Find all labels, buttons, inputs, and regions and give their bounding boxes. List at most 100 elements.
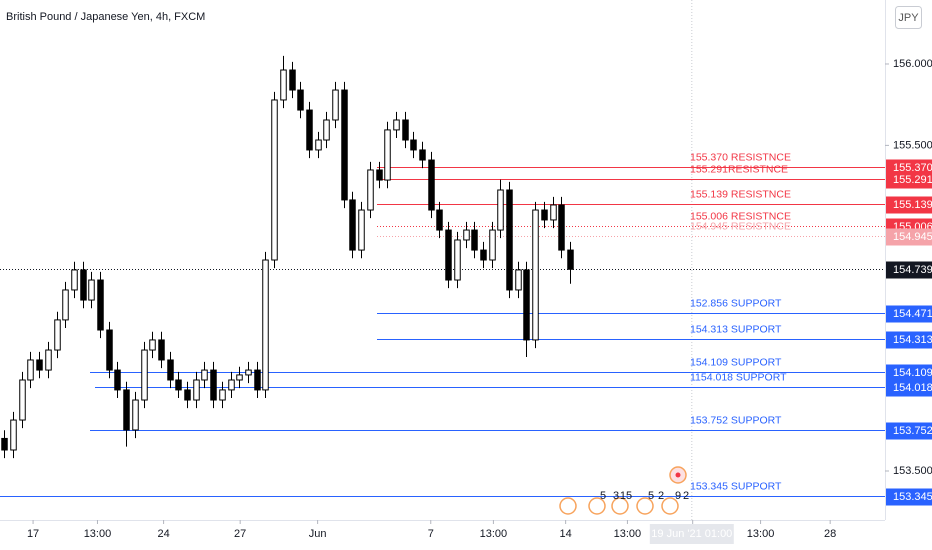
x-tick-label: 14 [560,528,572,540]
candle-body [523,269,530,341]
candle-body [106,329,113,371]
level-text: 153.345 SUPPORT [690,480,782,492]
last-price-label: 154.739 [893,264,932,276]
level-text: 1154.018 SUPPORT [690,371,787,383]
candle-body [132,399,139,431]
event-label: 5 [600,490,606,502]
candle-body [201,369,208,381]
event-label: 2 [683,490,689,502]
level-price-box [886,488,932,506]
candle-body [515,269,522,291]
candle-body [80,269,87,301]
level-price-box [886,422,932,440]
candle-body [471,229,478,251]
candle-body [567,249,574,270]
candle-body [193,379,200,401]
candle-body [497,189,504,231]
candle-body [167,359,174,381]
candle-body [228,379,235,391]
level-text: 153.752 SUPPORT [690,414,782,426]
level-price-box [886,305,932,323]
level-price-label: 155.370 [893,162,932,174]
crosshair-label: 19 Jun '21 01:00 [651,528,732,540]
level-text: 154.313 SUPPORT [690,323,782,335]
candle-body [280,69,287,101]
level-text: 155.370 RESISTNCE [690,151,791,163]
candle-body [323,119,330,141]
x-tick-label: 13:00 [84,528,112,540]
candle-body [123,389,130,431]
candle-body [306,109,313,151]
candle-body [141,349,148,401]
candle-body [463,229,470,241]
candle-body [341,89,348,201]
candle-body [88,279,95,301]
candle-body [410,139,417,151]
y-tick-label: 153.500 [893,465,932,477]
candle-body [36,359,43,371]
x-tick-label: 28 [824,528,836,540]
level-price-box [886,379,932,397]
event-label: 5 [648,490,654,502]
candle-body [297,89,304,111]
candle-body [541,209,548,221]
level-price-box [886,364,932,382]
candle-body [489,229,496,261]
chart-title: British Pound / Japanese Yen, 4h, FXCM [6,11,205,23]
event-label: 3 [613,490,619,502]
level-price-label: 153.345 [893,491,932,503]
candle-body [97,279,104,331]
candle-body [419,149,426,161]
level-price-label: 155.139 [893,199,932,211]
candle-body [262,259,269,391]
candle-body [393,119,400,131]
candle-body [428,159,435,211]
candle-body [210,369,217,401]
x-tick-label: 13:00 [480,528,508,540]
candle-body [454,239,461,281]
candle-body [289,69,296,91]
candle-body [558,204,565,251]
candle-body [19,379,26,421]
event-label: 15 [620,490,632,502]
event-label: 9 [675,490,681,502]
event-dot [675,472,681,478]
candle-body [376,169,383,181]
crosshair-box [649,524,734,544]
level-text: 154.945 RESISTNCE [690,220,791,232]
candle-body [71,269,78,291]
candle-body [436,209,443,231]
level-text: 152.856 SUPPORT [690,297,782,309]
event-icon [588,497,606,515]
level-text: 155.291RESISTNCE [690,163,788,175]
candle-body [445,229,452,281]
event-label: 2 [658,490,664,502]
candle-body [506,189,513,291]
candle-body [1,437,8,451]
level-price-box [886,228,932,246]
y-tick-label: 156.000 [893,58,932,70]
candle-body [480,249,487,261]
x-tick-label: 24 [157,528,169,540]
level-price-label: 154.313 [893,334,932,346]
currency-button[interactable] [895,6,922,29]
candle-body [149,339,156,351]
candle-body [158,339,165,361]
candle-body [349,199,356,251]
candle-body [532,209,539,341]
candle-body [254,369,261,391]
candle-body [219,389,226,401]
candle-body [315,139,322,151]
candle-body [10,419,17,451]
currency-label[interactable]: JPY [898,12,919,24]
x-tick-label: Jun [309,528,327,540]
level-price-label: 155.291 [893,174,932,186]
event-icon [559,497,577,515]
candle-body [402,119,409,141]
candle-body [114,369,121,391]
candle-body [271,99,278,261]
x-tick-label: 27 [234,528,246,540]
level-price-box [886,171,932,189]
